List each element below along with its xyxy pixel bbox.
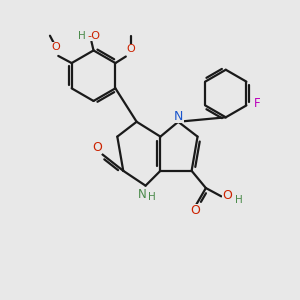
- Text: N: N: [174, 110, 184, 123]
- Text: O: O: [127, 44, 136, 54]
- Text: H: H: [78, 31, 86, 40]
- Text: H: H: [148, 192, 156, 202]
- Text: -O: -O: [88, 31, 101, 40]
- Text: N: N: [138, 188, 146, 201]
- Text: O: O: [190, 204, 200, 218]
- Text: H: H: [235, 195, 243, 205]
- Text: O: O: [222, 189, 232, 202]
- Text: O: O: [52, 42, 60, 52]
- Text: O: O: [92, 141, 102, 154]
- Text: F: F: [254, 98, 261, 110]
